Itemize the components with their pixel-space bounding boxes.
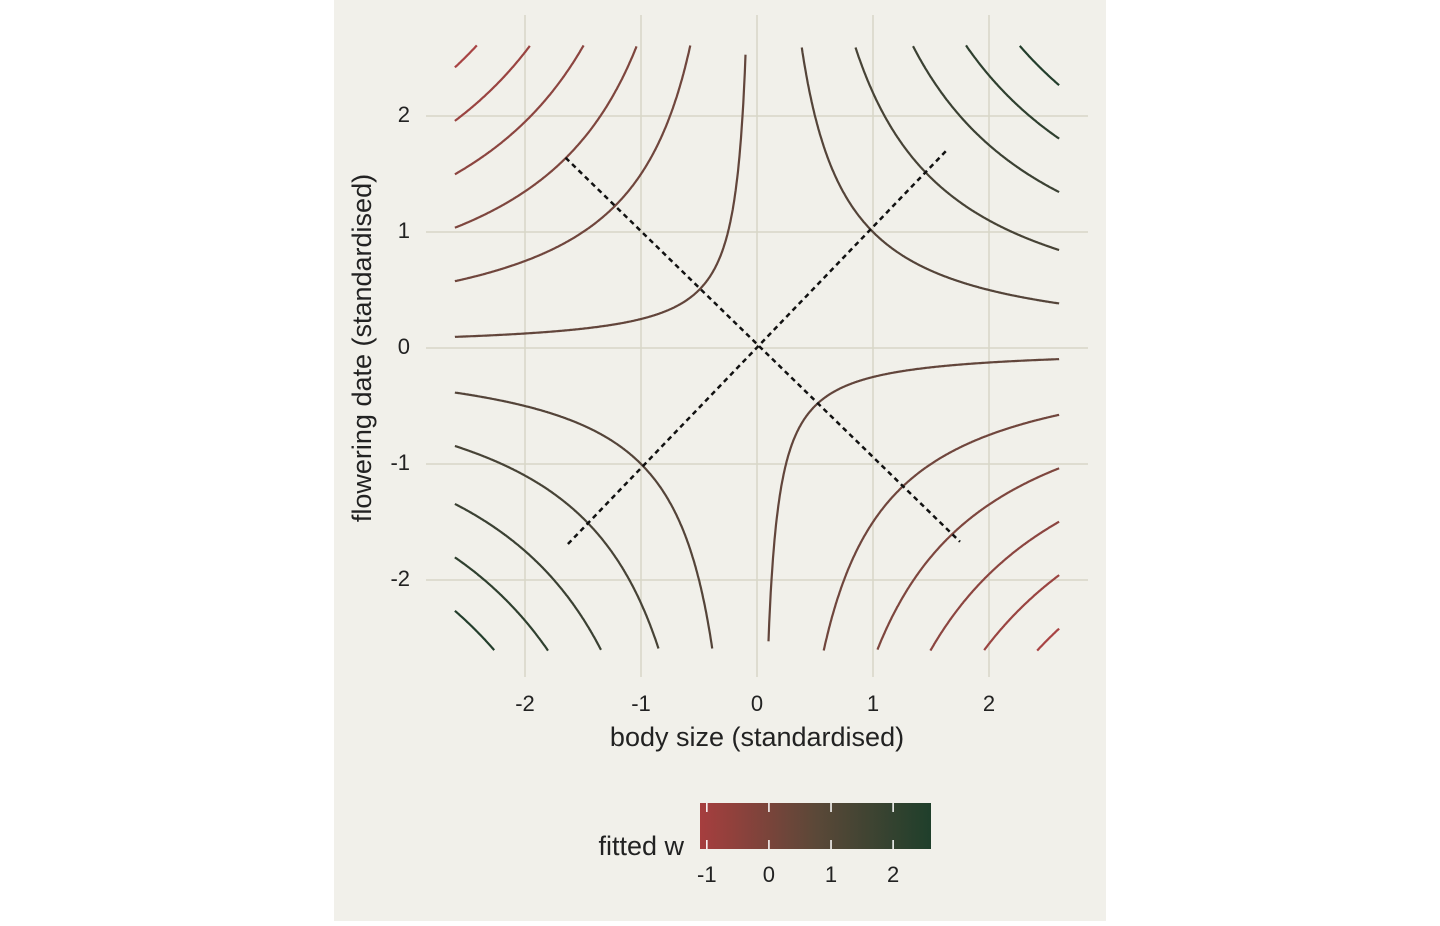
colorbar-tick-label: -1 [697,862,717,887]
contour [454,44,1060,652]
y-axis-label: flowering date (standardised) [347,174,377,522]
contour [454,44,1060,652]
principal-axis [564,156,961,543]
contour [454,46,1060,650]
y-tick-label: 1 [398,218,410,243]
y-tick-label: 2 [398,102,410,127]
x-tick-label: -1 [631,691,651,716]
principal-axis [567,147,950,545]
contour [454,45,1060,651]
contour [454,44,1060,652]
x-tick-label: 0 [751,691,763,716]
x-axis-label: body size (standardised) [610,722,904,752]
y-tick-label: -1 [390,450,410,475]
contour [454,45,1060,651]
colorbar-tick-label: 2 [887,862,899,887]
y-tick-label: -2 [390,566,410,591]
contour [454,47,1060,649]
x-tick-label: -2 [515,691,535,716]
colorbar [700,803,931,849]
contour [454,45,1060,651]
x-tick-label: 1 [867,691,879,716]
colorbar-tick-label: 0 [763,862,775,887]
y-tick-label: 0 [398,334,410,359]
panel [334,0,1106,921]
colorbar-tick-label: 1 [825,862,837,887]
colorbar-title: fitted w [598,831,684,861]
x-tick-label: 2 [983,691,995,716]
contour [454,45,1060,651]
contour [454,47,1060,649]
